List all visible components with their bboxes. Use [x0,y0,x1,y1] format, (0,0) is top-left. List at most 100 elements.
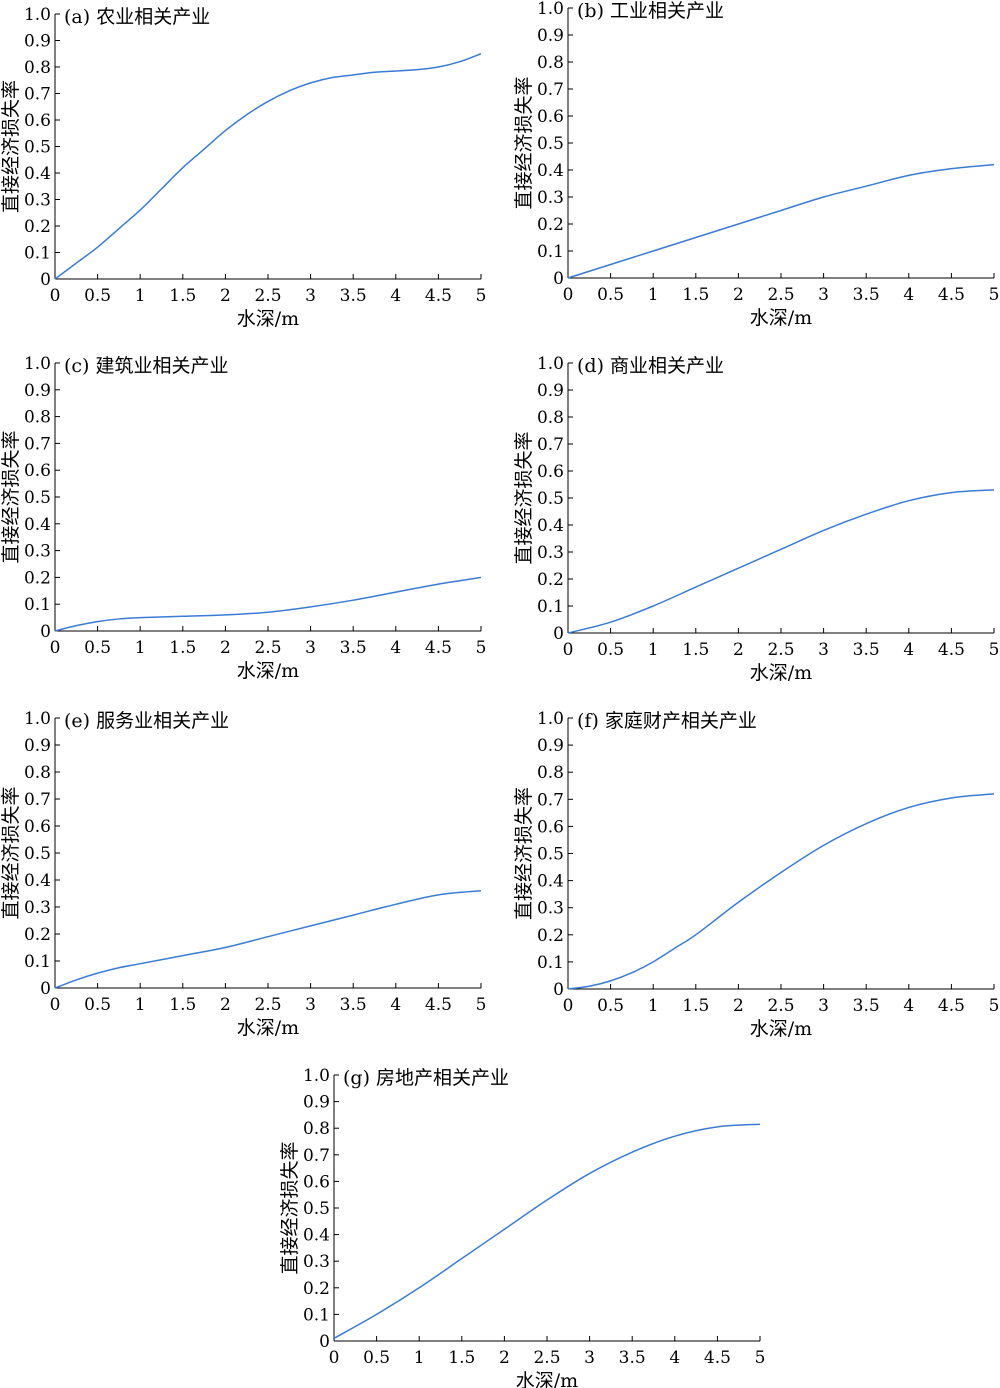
x-tick-label: 4 [903,996,914,1016]
x-tick-label: 0.5 [597,996,624,1016]
x-axis-title: 水深/m [237,660,299,682]
y-tick-label: 0.7 [537,80,564,100]
panel-title: (e) 服务业相关产业 [64,710,229,732]
y-tick-label: 0.3 [537,543,564,563]
x-axis-title: 水深/m [237,1017,299,1039]
x-tick-label: 5 [476,995,487,1015]
x-axis-title: 水深/m [750,662,812,684]
y-tick-label: 0.9 [303,1093,330,1113]
x-tick-label: 3 [305,286,316,306]
y-tick-label: 0 [40,622,51,642]
y-tick-label: 0.3 [24,191,51,211]
x-axis-title: 水深/m [750,1018,812,1040]
x-axis-title: 水深/m [237,308,299,330]
y-tick-label: 0.6 [303,1172,330,1192]
x-tick-label: 1 [648,285,659,305]
x-tick-label: 2 [733,285,744,305]
y-tick-label: 0.7 [303,1146,330,1166]
y-tick-label: 1.0 [537,0,564,19]
y-tick-label: 0.4 [24,871,51,891]
y-axis-title: 直接经济损失率 [513,431,535,564]
y-tick-label: 0.2 [303,1279,330,1299]
y-tick-label: 0.4 [537,516,564,536]
y-tick-label: 1.0 [24,709,51,729]
x-tick-label: 1.5 [682,285,709,305]
y-axis-title: 直接经济损失率 [0,786,22,919]
chart-panel-b: 0 0.5 1 1.5 2 2.5 3 3.5 4 4.5 5 0 0.1 0.2 0.3 0.4 0.5 0.6… [513,0,999,329]
y-tick-label: 0.2 [24,925,51,945]
panel-title: (g) 房地产相关产业 [343,1067,509,1089]
x-tick-label: 0.5 [84,638,111,658]
y-tick-label: 0.4 [537,161,564,181]
x-tick-label: 4.5 [425,638,452,658]
y-tick-label: 0.1 [303,1305,330,1325]
y-tick-label: 0.1 [24,244,51,264]
y-tick-label: 0.7 [537,790,564,810]
chart-panel-a: 0 0.5 1 1.5 2 2.5 3 3.5 4 4.5 5 0 0.1 0.2 0.3 0.4 0.5 0.6… [0,5,486,330]
x-tick-label: 3.5 [853,996,880,1016]
y-tick-label: 0.2 [24,568,51,588]
y-tick-label: 0.8 [537,53,564,73]
x-tick-label: 2.5 [767,996,794,1016]
x-tick-label: 3 [305,638,316,658]
y-tick-label: 0.6 [24,111,51,131]
x-tick-label: 3 [818,996,829,1016]
y-tick-label: 0.3 [303,1252,330,1272]
x-tick-label: 5 [755,1348,766,1368]
y-tick-label: 0.9 [537,26,564,46]
y-tick-label: 0.2 [537,926,564,946]
y-tick-label: 0.5 [537,489,564,509]
x-tick-label: 1 [135,995,146,1015]
x-tick-label: 0 [50,638,61,658]
series-line [567,793,995,990]
x-tick-label: 2.5 [254,286,281,306]
chart-panel-d: 0 0.5 1 1.5 2 2.5 3 3.5 4 4.5 5 0 0.1 0.2 0.3 0.4 0.5 0.6… [513,354,999,684]
y-tick-label: 0.5 [24,138,51,158]
series-line [567,489,995,634]
y-tick-label: 0.1 [537,953,564,973]
y-tick-label: 0.8 [24,58,51,78]
x-tick-label: 2 [733,996,744,1016]
x-tick-label: 4.5 [938,285,965,305]
x-tick-label: 4 [903,640,914,660]
x-tick-label: 4.5 [938,640,965,660]
series-line [333,1123,761,1339]
x-tick-label: 1.5 [448,1348,475,1368]
x-tick-label: 1 [648,640,659,660]
y-tick-label: 0 [553,624,564,644]
y-axis-title: 直接经济损失率 [0,80,22,213]
chart-panel-f: 0 0.5 1 1.5 2 2.5 3 3.5 4 4.5 5 0 0.1 0.2 0.3 0.4 0.5 0.6… [513,709,999,1040]
chart-panel-e: 0 0.5 1 1.5 2 2.5 3 3.5 4 4.5 5 0 0.1 0.2 0.3 0.4 0.5 0.6… [0,709,486,1039]
y-axis-title: 直接经济损失率 [513,787,535,920]
x-tick-label: 0 [50,995,61,1015]
x-tick-label: 2 [220,286,231,306]
y-tick-label: 0.4 [24,164,51,184]
x-tick-label: 1 [135,638,146,658]
x-tick-label: 3.5 [853,640,880,660]
x-tick-label: 4.5 [938,996,965,1016]
y-tick-label: 0.2 [537,215,564,235]
y-tick-label: 0.3 [537,899,564,919]
x-tick-label: 0.5 [363,1348,390,1368]
y-tick-label: 0.6 [537,107,564,127]
x-tick-label: 3 [818,285,829,305]
x-tick-label: 3 [584,1348,595,1368]
x-tick-label: 5 [989,285,1000,305]
y-axis-title: 直接经济损失率 [513,76,535,209]
y-tick-label: 0.2 [537,570,564,590]
y-tick-label: 0.5 [24,844,51,864]
x-tick-label: 1 [648,996,659,1016]
x-tick-label: 0.5 [84,995,111,1015]
x-tick-label: 1.5 [169,286,196,306]
x-tick-label: 5 [476,286,487,306]
x-tick-label: 4 [669,1348,680,1368]
y-axis-title: 直接经济损失率 [0,430,22,563]
y-tick-label: 0 [553,269,564,289]
x-tick-label: 0.5 [84,286,111,306]
y-tick-label: 0 [319,1332,330,1352]
y-tick-label: 0.8 [537,763,564,783]
y-tick-label: 0.8 [303,1119,330,1139]
y-tick-label: 1.0 [537,354,564,374]
y-tick-label: 0.8 [24,408,51,428]
